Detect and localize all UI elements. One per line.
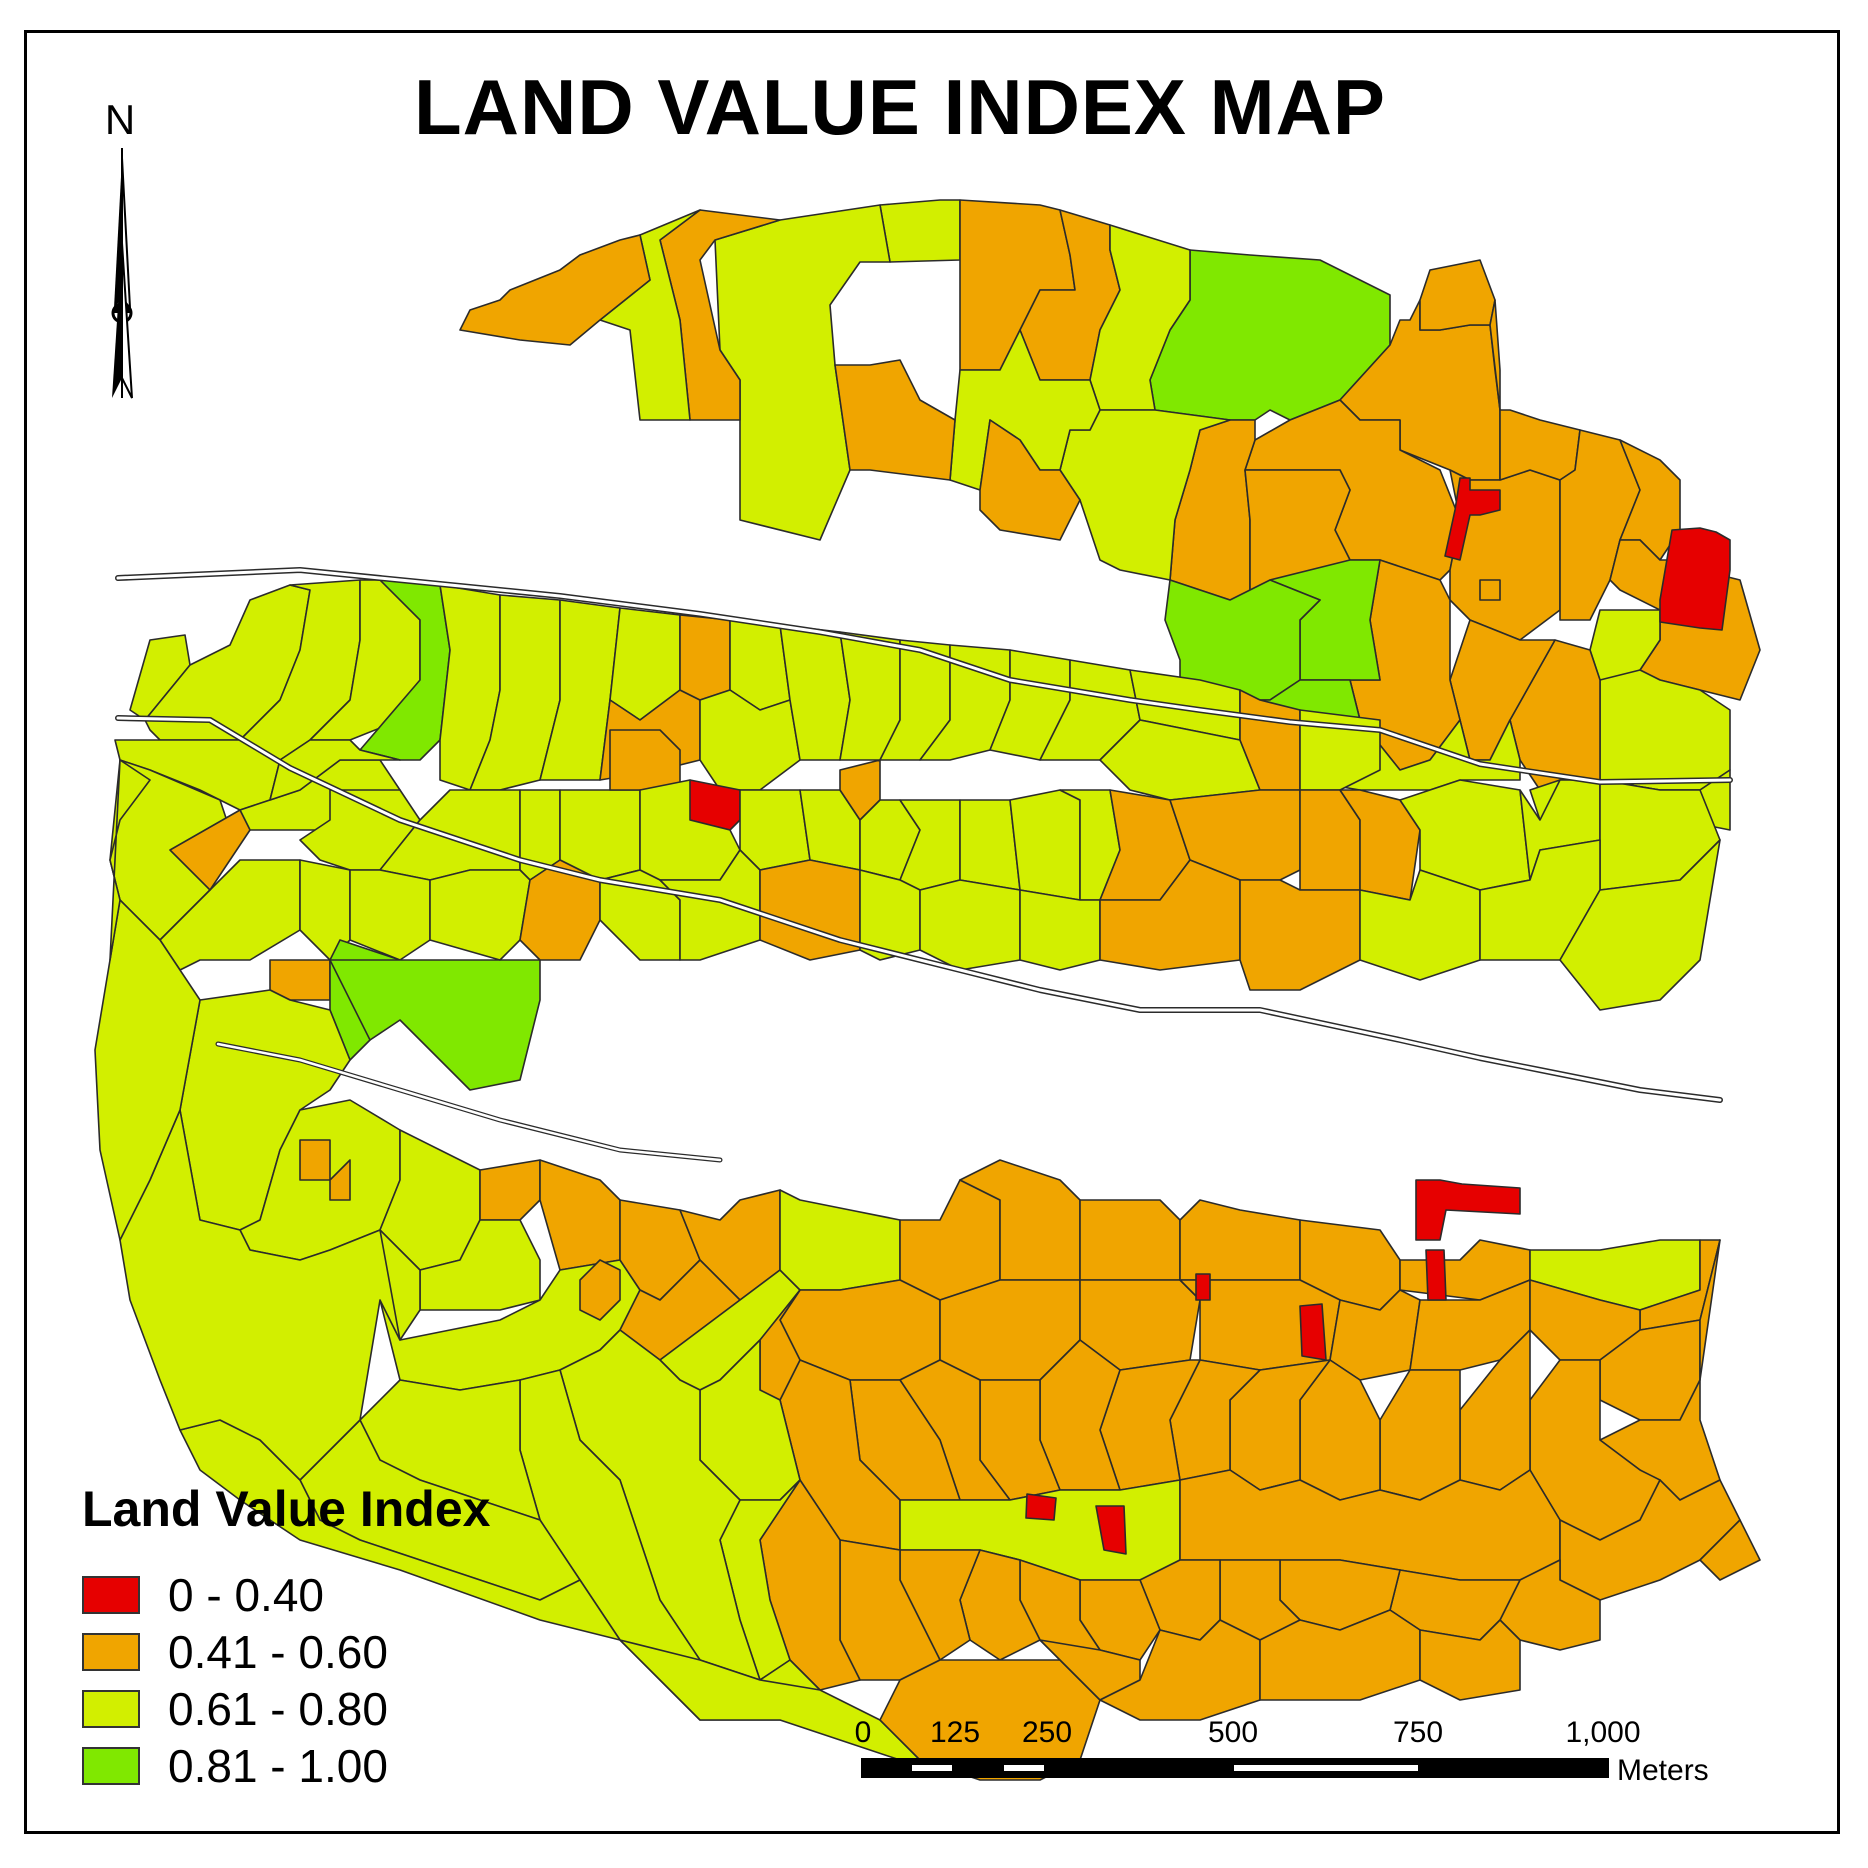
parcel: [459, 234, 651, 346]
parcel: [1339, 789, 1421, 901]
parcel: [119, 1109, 401, 1481]
scale-tick-label: 1,000: [1565, 1716, 1641, 1749]
parcel-low: [1195, 1273, 1211, 1301]
road: [116, 568, 1732, 784]
road: [216, 1042, 722, 1162]
parcel: [1019, 889, 1101, 971]
parcel: [579, 1259, 621, 1321]
parcel: [329, 959, 541, 1091]
parcel: [879, 199, 961, 263]
legend-item: 0.81 - 1.00: [82, 1737, 490, 1794]
parcel: [739, 789, 811, 871]
parcel: [479, 1159, 541, 1221]
parcel-low: [1425, 1249, 1447, 1301]
parcel-low: [1299, 1303, 1327, 1361]
parcel: [519, 859, 601, 961]
parcel: [679, 614, 731, 701]
parcel-low: [1444, 477, 1501, 561]
scale-bar: 0 125 250 500 750 1,000 Meters: [855, 1716, 1735, 1796]
parcel: [1559, 839, 1721, 1011]
legend-label: 0.61 - 0.80: [168, 1682, 388, 1735]
legend-label: 0.81 - 1.00: [168, 1739, 388, 1792]
parcel: [269, 959, 331, 1001]
map-title: LAND VALUE INDEX MAP: [414, 63, 1386, 151]
parcel: [699, 689, 801, 791]
legend-label: 0.41 - 0.60: [168, 1625, 388, 1678]
parcel: [1419, 1619, 1521, 1701]
parcel: [109, 759, 151, 961]
legend-title: Land Value Index: [82, 1481, 491, 1537]
scale-tick-label: 250: [1021, 1716, 1073, 1749]
parcel: [1489, 299, 1501, 411]
legend-swatch: [82, 1689, 140, 1728]
parcel: [1699, 1519, 1761, 1581]
parcel: [269, 739, 401, 801]
legend-swatch: [82, 1632, 140, 1671]
scale-tick-label: 500: [1207, 1716, 1259, 1749]
parcel: [539, 1159, 621, 1271]
parcel: [609, 729, 681, 791]
parcel: [1079, 1199, 1181, 1281]
north-arrow-icon: [111, 148, 133, 399]
legend-item: 0 - 0.40: [82, 1566, 490, 1623]
parcel-low: [1025, 1493, 1057, 1521]
legend-swatch: [82, 1575, 140, 1614]
parcel: [329, 1159, 351, 1201]
scale-bar-graphic: [861, 1758, 1609, 1778]
legend-label: 0 - 0.40: [168, 1568, 324, 1621]
parcel: [1479, 579, 1501, 601]
north-letter: N: [104, 96, 136, 143]
north-arrow: N: [90, 96, 150, 399]
parcel: [759, 859, 861, 961]
parcel-low: [1659, 527, 1731, 631]
scale-tick-label: 125: [929, 1716, 981, 1749]
parcel-low: [1095, 1505, 1127, 1555]
parcel: [1419, 259, 1496, 331]
parcel: [1009, 789, 1081, 901]
parcel: [949, 329, 1101, 491]
parcel: [1099, 1619, 1261, 1721]
map-frame: [24, 30, 1840, 1834]
parcel: [1479, 839, 1601, 961]
legend-item: 0.61 - 0.80: [82, 1680, 490, 1737]
parcel: [899, 1179, 1001, 1301]
legend-item: 0.41 - 0.60: [82, 1623, 490, 1680]
parcel: [834, 359, 956, 481]
scale-tick-label: 750: [1392, 1716, 1444, 1749]
scale-tick-label: 0: [854, 1716, 872, 1749]
parcel: [94, 899, 201, 1241]
parcel: [979, 419, 1081, 541]
parcel: [1499, 409, 1581, 481]
parcel: [1379, 1369, 1461, 1501]
parcel: [299, 1139, 331, 1181]
parcel: [1239, 879, 1361, 991]
legend: Land Value Index 0 - 0.40 0.41 - 0.60 0.…: [82, 1480, 490, 1794]
parcel: [779, 1189, 901, 1291]
legend-swatch: [82, 1746, 140, 1785]
parcel: [169, 809, 251, 891]
parcel: [1699, 1239, 1721, 1381]
parcel: [429, 869, 531, 961]
scale-unit: Meters: [1617, 1754, 1709, 1787]
parcel-low: [1415, 1179, 1521, 1241]
parcel: [919, 879, 1021, 971]
parcel: [1179, 1199, 1301, 1281]
road: [116, 716, 1722, 1102]
